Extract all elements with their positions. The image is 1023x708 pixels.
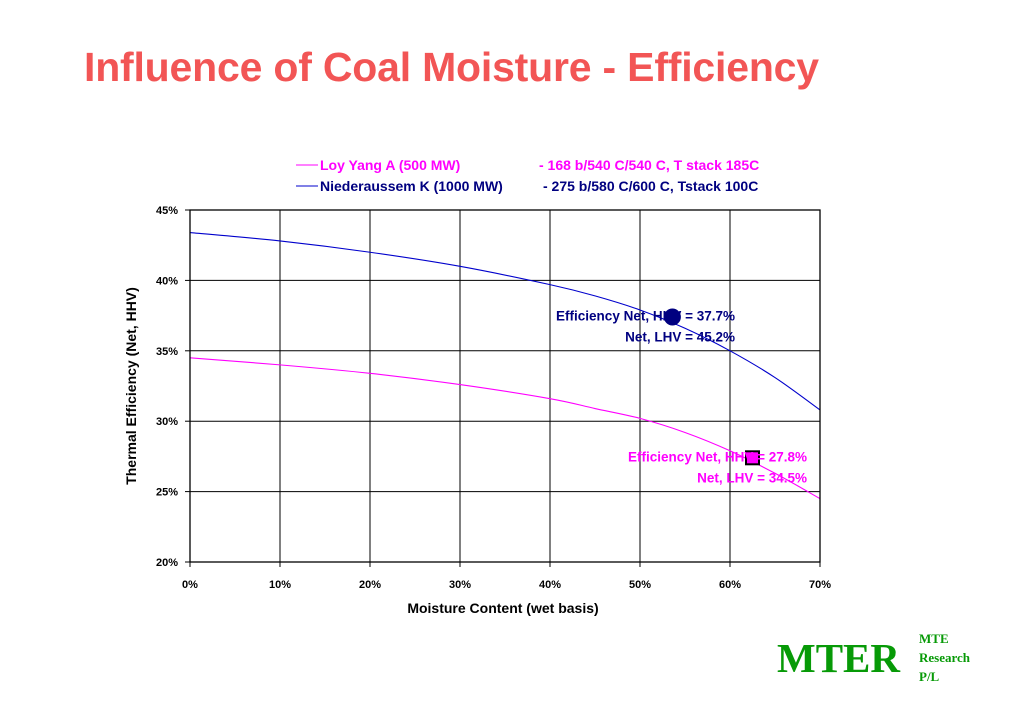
annotation-2-line-1: Efficiency Net, HHV = 27.8% bbox=[628, 449, 807, 464]
x-tick-label: 10% bbox=[269, 579, 291, 591]
tick-labels: 0% 10% 20% 30% 40% 50% 60% 70% 20% 25% 30% 35% 40% 45… bbox=[156, 205, 831, 591]
y-tick-label: 30% bbox=[156, 416, 178, 428]
logo-line-2: Research bbox=[919, 650, 971, 665]
y-tick-label: 25% bbox=[156, 487, 178, 499]
annotation-1-line-2: Net, LHV = 45.2% bbox=[625, 329, 735, 344]
marker-square bbox=[745, 450, 760, 466]
logo-line-3: P/L bbox=[919, 669, 940, 684]
x-tick-label: 0% bbox=[182, 579, 198, 591]
y-tick-label: 20% bbox=[156, 557, 178, 569]
y-tick-label: 40% bbox=[156, 275, 178, 287]
annotations: Efficiency Net, HHV = 37.7% Net, LHV = 45… bbox=[556, 308, 807, 485]
logo-line-1: MTE bbox=[919, 631, 949, 646]
marker-circle bbox=[663, 308, 681, 326]
annotation-1-line-1: Efficiency Net, HHV = 37.7% bbox=[556, 308, 735, 323]
x-axis-title: Moisture Content (wet basis) bbox=[407, 600, 598, 616]
mter-logo: MTER MTE Research P/L bbox=[777, 628, 997, 692]
x-tick-label: 70% bbox=[809, 579, 831, 591]
x-tick-label: 30% bbox=[449, 579, 471, 591]
y-axis-title: Thermal Efficiency (Net, HHV) bbox=[123, 287, 139, 485]
series-lines bbox=[189, 231, 821, 500]
x-tick-label: 20% bbox=[359, 579, 381, 591]
annotation-2-line-2: Net, LHV = 34.5% bbox=[697, 470, 807, 485]
series-line-2 bbox=[189, 231, 821, 411]
legend: Loy Yang A (500 MW) - 168 b/540 C/540 C, … bbox=[296, 157, 759, 194]
x-tick-label: 60% bbox=[719, 579, 741, 591]
legend-name-1: Loy Yang A (500 MW) bbox=[320, 157, 460, 173]
series-line-1 bbox=[189, 357, 821, 500]
legend-name-2: Niederaussem K (1000 MW) bbox=[320, 178, 503, 194]
logo-wordmark: MTER bbox=[777, 635, 900, 681]
plot-border bbox=[189, 209, 821, 563]
x-tick-label: 40% bbox=[539, 579, 561, 591]
grid bbox=[190, 210, 820, 562]
slide-title: Influence of Coal Moisture - Efficiency bbox=[84, 44, 819, 90]
y-tick-label: 45% bbox=[156, 205, 178, 217]
data-markers bbox=[663, 308, 760, 466]
x-tick-label: 50% bbox=[629, 579, 651, 591]
y-tick-label: 35% bbox=[156, 346, 178, 358]
legend-detail-2: - 275 b/580 C/600 C, Tstack 100C bbox=[543, 178, 758, 194]
plot-frame bbox=[185, 209, 821, 567]
logo-subtext: MTE Research P/L bbox=[919, 629, 970, 686]
legend-detail-1: - 168 b/540 C/540 C, T stack 185C bbox=[539, 157, 759, 173]
